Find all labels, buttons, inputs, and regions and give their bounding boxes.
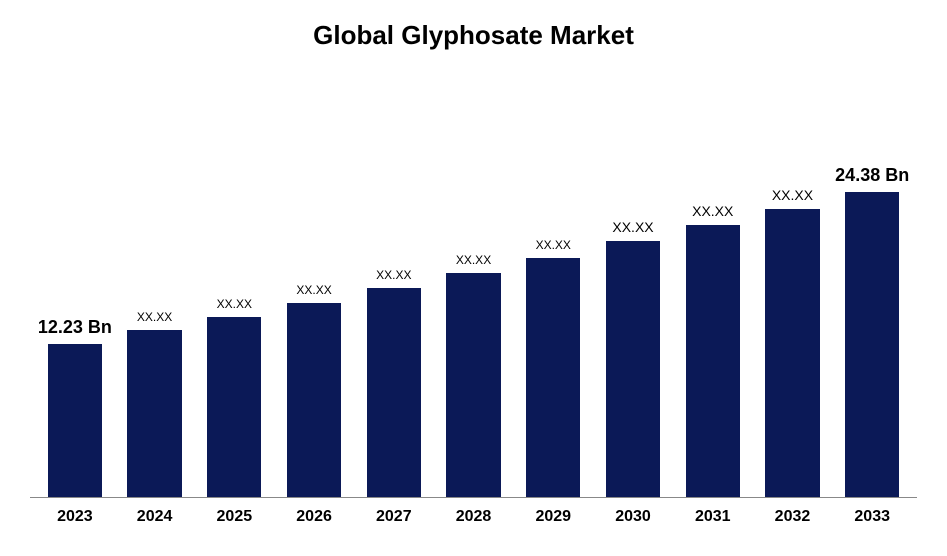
bar-value-label: XX.XX	[376, 268, 411, 282]
chart-title: Global Glyphosate Market	[30, 20, 917, 51]
bar-value-label: XX.XX	[612, 219, 653, 235]
bar-group: XX.XX	[513, 96, 593, 497]
x-axis: 2023202420252026202720282029203020312032…	[30, 498, 917, 526]
x-axis-label: 2031	[673, 508, 753, 526]
bar-group: XX.XX	[673, 96, 753, 497]
x-axis-label: 2030	[593, 508, 673, 526]
bar	[367, 288, 421, 497]
chart-container: Global Glyphosate Market 12.23 Bn XX.XX XX…	[0, 0, 947, 556]
bar-value-label: XX.XX	[536, 238, 571, 252]
bar-group: XX.XX	[434, 96, 514, 497]
bar	[287, 303, 341, 497]
bar	[446, 273, 500, 497]
bar-group: XX.XX	[115, 96, 195, 497]
bar-value-label: XX.XX	[217, 297, 252, 311]
bar-value-label: XX.XX	[137, 310, 172, 324]
bar-group: XX.XX	[753, 96, 833, 497]
x-axis-label: 2027	[354, 508, 434, 526]
x-axis-label: 2023	[35, 508, 115, 526]
bar-group: XX.XX	[593, 96, 673, 497]
x-axis-label: 2032	[753, 508, 833, 526]
bar-value-label: 12.23 Bn	[38, 317, 112, 338]
x-axis-label: 2025	[194, 508, 274, 526]
x-axis-label: 2024	[115, 508, 195, 526]
bar	[606, 241, 660, 497]
x-axis-label: 2033	[832, 508, 912, 526]
bar	[207, 317, 261, 497]
bar-value-label: XX.XX	[692, 203, 733, 219]
bar-group: XX.XX	[274, 96, 354, 497]
bar	[686, 225, 740, 497]
bar	[845, 192, 899, 498]
bar-value-label: XX.XX	[296, 283, 331, 297]
bar	[48, 344, 102, 497]
bar-value-label: XX.XX	[456, 253, 491, 267]
bar	[526, 258, 580, 497]
x-axis-label: 2026	[274, 508, 354, 526]
bar-group: 24.38 Bn	[832, 96, 912, 497]
bar-group: 12.23 Bn	[35, 96, 115, 497]
bar-value-label: XX.XX	[772, 187, 813, 203]
bar-value-label: 24.38 Bn	[835, 165, 909, 186]
x-axis-label: 2029	[513, 508, 593, 526]
bar-group: XX.XX	[194, 96, 274, 497]
bar-group: XX.XX	[354, 96, 434, 497]
x-axis-label: 2028	[434, 508, 514, 526]
bar	[127, 330, 181, 497]
bar	[765, 209, 819, 497]
plot-area: 12.23 Bn XX.XX XX.XX XX.XX XX.XX XX.XX XX.XX XX…	[30, 96, 917, 498]
